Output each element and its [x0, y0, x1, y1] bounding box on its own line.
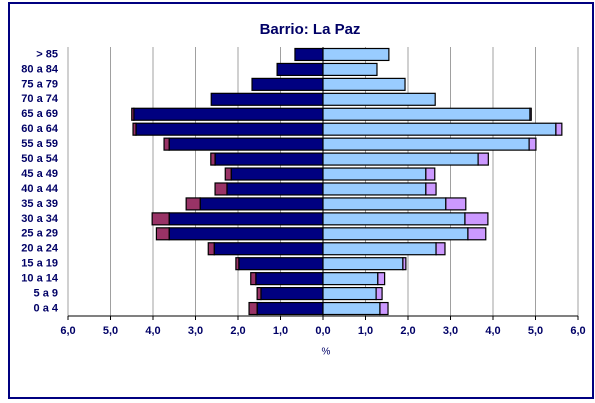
bar — [213, 242, 324, 256]
y-tick-label: 5 a 9 — [34, 287, 58, 299]
bar — [322, 92, 436, 106]
bar — [529, 107, 532, 121]
x-tick-label: 1,0 — [273, 325, 288, 337]
bar — [251, 77, 324, 91]
y-tick-label: 15 a 19 — [21, 258, 58, 270]
x-tick-label: 5,0 — [528, 325, 543, 337]
bar — [210, 92, 324, 106]
y-tick-label: > 85 — [36, 48, 58, 60]
bar — [226, 182, 324, 196]
bar — [322, 77, 406, 91]
bar — [168, 227, 324, 241]
bar — [445, 197, 467, 211]
x-tick-label: 6,0 — [60, 325, 75, 337]
x-axis-label: % — [322, 347, 331, 358]
bar — [322, 122, 557, 136]
bar — [555, 122, 563, 136]
bar — [467, 227, 487, 241]
bar — [322, 107, 531, 121]
x-tick-label: 4,0 — [485, 325, 500, 337]
bar — [255, 272, 324, 286]
y-tick-label: 50 a 54 — [21, 153, 59, 165]
x-tick-label: 3,0 — [188, 325, 203, 337]
bar — [235, 257, 240, 271]
bar — [322, 62, 378, 76]
y-tick-label: 80 a 84 — [21, 63, 59, 75]
y-tick-label: 35 a 39 — [21, 198, 58, 210]
x-tick-label: 6,0 — [570, 325, 585, 337]
bar — [256, 287, 262, 301]
bar — [425, 167, 436, 181]
bar — [256, 301, 324, 316]
bar — [322, 182, 427, 196]
bar — [322, 212, 466, 226]
x-tick-label: 4,0 — [145, 325, 160, 337]
bar — [238, 257, 324, 271]
x-tick-label: 3,0 — [443, 325, 458, 337]
bar — [322, 242, 437, 256]
bar — [377, 272, 386, 286]
bar — [435, 242, 446, 256]
bar — [322, 227, 469, 241]
bar — [132, 122, 137, 136]
y-tick-label: 40 a 44 — [21, 183, 59, 195]
chart-title: Barrio: La Paz — [260, 21, 361, 38]
bar — [425, 182, 437, 196]
bar — [163, 137, 170, 151]
bar — [199, 197, 324, 211]
bar — [214, 182, 228, 196]
bar — [260, 287, 324, 301]
bar — [402, 257, 407, 271]
bar — [151, 212, 170, 226]
bar — [322, 137, 530, 151]
bar — [168, 212, 324, 226]
bar — [322, 257, 404, 271]
bar — [131, 107, 135, 121]
bar — [214, 152, 324, 166]
bar — [133, 107, 324, 121]
bar — [322, 167, 427, 181]
x-tick-label: 0,0 — [315, 325, 330, 337]
y-tick-label: 10 a 14 — [21, 273, 59, 285]
bar — [322, 197, 447, 211]
y-tick-label: 60 a 64 — [21, 123, 59, 135]
bar — [379, 301, 389, 316]
bar — [210, 152, 216, 166]
x-tick-label: 5,0 — [103, 325, 118, 337]
x-tick-label: 2,0 — [400, 325, 415, 337]
bar — [168, 137, 324, 151]
bar — [276, 62, 324, 76]
y-tick-label: 20 a 24 — [21, 243, 59, 255]
bar — [135, 122, 324, 136]
bar — [230, 167, 324, 181]
y-tick-label: 45 a 49 — [21, 168, 58, 180]
y-tick-label: 70 a 74 — [21, 93, 59, 105]
bar — [322, 152, 479, 166]
bar — [322, 272, 379, 286]
y-tick-label: 30 a 34 — [21, 213, 59, 225]
bar — [528, 137, 537, 151]
bar — [224, 167, 232, 181]
x-tick-label: 2,0 — [230, 325, 245, 337]
bar — [207, 242, 215, 256]
bar — [322, 301, 381, 316]
y-tick-label: 0 a 4 — [34, 302, 59, 314]
bar — [250, 272, 257, 286]
y-tick-label: 75 a 79 — [21, 78, 58, 90]
y-tick-label: 55 a 59 — [21, 138, 58, 150]
bar — [248, 301, 258, 316]
bar — [155, 227, 170, 241]
bar — [185, 197, 201, 211]
x-tick-label: 1,0 — [358, 325, 373, 337]
bar — [322, 47, 390, 62]
y-tick-label: 25 a 29 — [21, 228, 58, 240]
bar — [477, 152, 489, 166]
bar — [322, 287, 377, 301]
y-tick-label: 65 a 69 — [21, 108, 58, 120]
bar — [375, 287, 383, 301]
bar — [294, 47, 324, 62]
bar — [464, 212, 489, 226]
